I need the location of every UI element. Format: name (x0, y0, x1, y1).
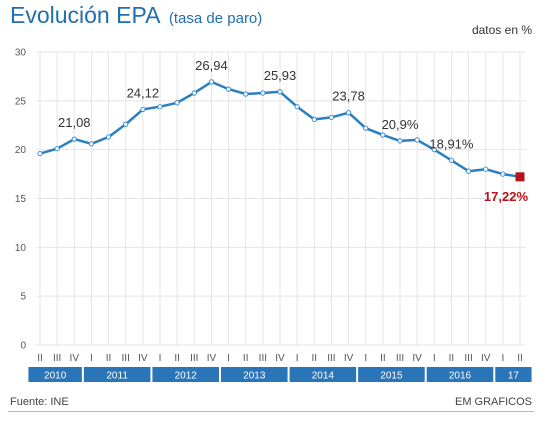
data-point (37, 150, 43, 157)
y-tick-label: 20 (15, 145, 27, 156)
quarter-label: II (243, 353, 249, 364)
data-point (294, 104, 300, 110)
quarter-label: II (380, 353, 386, 364)
quarter-label: IV (481, 353, 491, 364)
data-label-last: 17,22% (484, 189, 529, 204)
data-point (157, 104, 163, 110)
quarter-label: I (90, 353, 93, 364)
year-label: 2011 (106, 371, 128, 382)
year-band (152, 367, 219, 382)
year-band (495, 367, 532, 382)
data-point (225, 86, 232, 92)
data-point (140, 106, 146, 113)
year-label: 2013 (243, 371, 266, 382)
data-point (483, 166, 489, 172)
y-tick-label: 0 (20, 341, 26, 352)
quarter-label: IV (138, 353, 148, 364)
quarter-label: III (327, 353, 335, 364)
y-tick-label: 15 (15, 194, 27, 205)
data-point (311, 116, 317, 122)
quarter-label: IV (412, 353, 422, 364)
quarter-label: III (53, 353, 61, 364)
y-tick-label: 10 (15, 243, 27, 254)
data-point (123, 121, 129, 127)
data-point (500, 171, 506, 177)
year-band (83, 367, 151, 382)
quarter-label: II (449, 353, 455, 364)
quarter-label: III (190, 353, 198, 364)
source-note: Fuente: INE (10, 396, 69, 408)
data-point (414, 137, 420, 143)
year-band (289, 367, 357, 382)
data-point (191, 90, 197, 96)
quarter-label: IV (344, 353, 354, 364)
year-band (358, 367, 425, 382)
data-label: 24,12 (127, 85, 160, 100)
y-tick-label: 25 (15, 96, 27, 107)
quarter-label: II (312, 353, 318, 364)
unit-label: datos en % (471, 23, 532, 37)
credit-note: EM GRAFICOS (454, 396, 532, 408)
quarter-label: III (259, 353, 267, 364)
data-label: 26,94 (195, 58, 228, 73)
quarter-label: I (159, 353, 162, 364)
year-label: 2010 (44, 371, 67, 382)
data-point (260, 90, 266, 96)
data-point (277, 89, 283, 95)
data-point (448, 157, 455, 163)
data-label: 18,91% (429, 136, 474, 151)
quarter-label: I (296, 353, 299, 364)
data-point (105, 134, 112, 140)
quarter-label: II (517, 353, 523, 364)
year-band (28, 367, 82, 382)
quarter-label: I (433, 353, 436, 364)
quarter-label: I (501, 353, 504, 364)
quarter-label: III (464, 353, 472, 364)
quarter-label: II (174, 353, 180, 364)
year-label: 2012 (175, 371, 198, 382)
quarter-label: IV (275, 353, 285, 364)
quarter-label: I (364, 353, 367, 364)
year-band (221, 367, 288, 382)
data-point (71, 136, 77, 142)
chart-title-main: Evolución EPA (10, 2, 161, 28)
quarter-label: II (106, 353, 112, 364)
quarter-label: IV (207, 353, 217, 364)
data-label: 25,93 (264, 68, 297, 83)
quarter-label: IV (70, 353, 80, 364)
data-label: 21,08 (58, 115, 91, 130)
year-label: 17 (508, 371, 520, 382)
data-point (397, 138, 403, 144)
data-point (88, 141, 95, 147)
y-tick-label: 5 (20, 292, 26, 303)
quarter-label: III (122, 353, 130, 364)
data-point (174, 100, 180, 106)
data-point (431, 147, 437, 153)
chart-subtitle: (tasa de paro) (168, 10, 263, 27)
y-tick-label: 30 (15, 48, 27, 59)
chart-title: Evolución EPA (tasa de paro) (10, 2, 262, 32)
data-label: 20,9% (382, 117, 419, 132)
year-label: 2014 (312, 371, 335, 382)
quarter-label: I (227, 353, 230, 364)
data-point (380, 132, 386, 138)
year-band (426, 367, 494, 382)
quarter-label: III (396, 353, 404, 364)
data-point (345, 110, 352, 116)
quarter-label: II (37, 353, 43, 364)
data-point (465, 168, 472, 174)
footer-divider (8, 411, 534, 412)
data-point (328, 114, 335, 121)
data-point (54, 146, 60, 152)
data-label: 23,78 (332, 89, 365, 104)
data-point (363, 125, 369, 131)
data-point (208, 79, 215, 85)
year-label: 2015 (380, 371, 403, 382)
last-data-point (515, 172, 525, 182)
year-label: 2016 (449, 371, 472, 382)
data-point (243, 91, 249, 97)
